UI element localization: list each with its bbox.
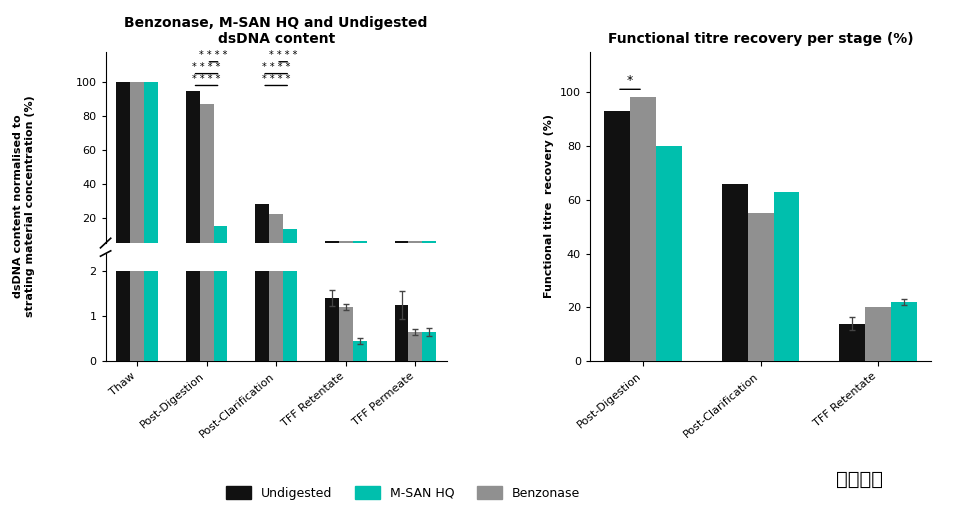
Bar [324,298,339,361]
Bar [255,204,269,251]
Title: Benzonase, M-SAN HQ and Undigested
dsDNA content: Benzonase, M-SAN HQ and Undigested dsDNA… [125,16,428,46]
Bar [339,241,352,251]
Bar [116,271,130,361]
Bar [774,191,800,361]
Bar [352,341,367,361]
Bar [269,271,283,361]
Bar [283,271,297,361]
Bar [213,271,228,361]
Bar [722,184,748,361]
Bar [408,332,422,361]
Bar [748,213,774,361]
Bar [283,230,297,251]
Bar [130,82,144,251]
Text: * * * *: * * * * [192,62,221,72]
Bar [144,271,157,361]
Text: dsDNA content normalised to
strating material concentration (%): dsDNA content normalised to strating mat… [13,95,35,317]
Text: 倍笼生物: 倍笼生物 [836,471,882,489]
Bar [352,241,367,251]
Bar [185,91,200,251]
Text: * * * *: * * * * [262,62,290,72]
Bar [395,305,408,361]
Bar [839,324,865,361]
Bar [395,241,408,251]
Text: * * * *: * * * * [269,51,298,60]
Bar [255,271,269,361]
Bar [116,82,130,251]
Bar [213,226,228,251]
Bar [891,302,917,361]
Bar [408,241,422,251]
Text: * * * *: * * * * [192,74,221,84]
Text: *: * [627,74,634,87]
Text: * * * *: * * * * [200,51,228,60]
Bar [185,271,200,361]
Bar [324,241,339,251]
Title: Functional titre recovery per stage (%): Functional titre recovery per stage (%) [608,33,913,46]
Bar [630,98,656,361]
Bar [200,271,213,361]
Bar [269,214,283,251]
Bar [422,241,436,251]
Bar [200,104,213,251]
Y-axis label: Functional titre  recovery (%): Functional titre recovery (%) [544,115,555,298]
Bar [656,146,682,361]
Bar [604,111,630,361]
Bar [144,82,157,251]
Bar [130,271,144,361]
Legend: Undigested, M-SAN HQ, Benzonase: Undigested, M-SAN HQ, Benzonase [221,480,586,505]
Bar [422,332,436,361]
Bar [339,308,352,361]
Text: * * * *: * * * * [262,74,290,84]
Bar [865,308,891,361]
